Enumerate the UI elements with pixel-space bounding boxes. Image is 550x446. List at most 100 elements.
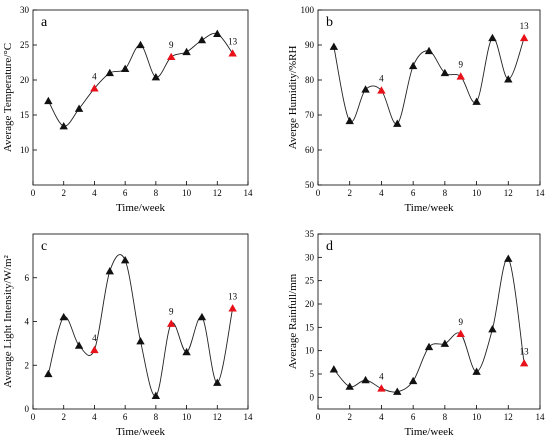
data-marker	[136, 40, 145, 49]
data-marker	[105, 266, 114, 275]
y-tick-label: 35	[305, 229, 315, 239]
x-axis-label: Time/week	[404, 202, 454, 214]
x-tick-label: 10	[472, 188, 482, 198]
data-marker	[136, 336, 145, 345]
point-annotation: 9	[458, 60, 463, 70]
y-tick-label: 50	[305, 180, 315, 190]
x-tick-label: 2	[347, 188, 352, 198]
y-tick-label: 10	[305, 346, 315, 356]
highlight-marker	[377, 86, 386, 94]
y-axis-label: Average Light Intensity/W/m²	[2, 254, 14, 387]
x-tick-label: 12	[213, 412, 222, 422]
x-tick-label: 12	[504, 188, 513, 198]
point-annotation: 4	[92, 71, 97, 81]
data-marker	[197, 35, 207, 44]
x-tick-label: 8	[443, 188, 448, 198]
panel-letter: a	[41, 15, 48, 30]
chart-panel-b: 0 2 4 6 8 10 12 14 50 60 70 80 90 100 Time/week Averge …	[287, 5, 545, 214]
highlight-marker	[90, 84, 99, 92]
y-tick-label: 0	[310, 392, 315, 402]
highlight-marker	[167, 319, 176, 327]
data-marker	[120, 256, 130, 264]
highlight-marker	[519, 33, 529, 42]
x-tick-label: 8	[154, 188, 159, 198]
y-tick-label: 4	[25, 317, 30, 327]
x-tick-label: 14	[244, 412, 254, 422]
point-annotation: 4	[92, 333, 97, 343]
data-marker	[151, 73, 161, 81]
x-tick-label: 2	[347, 412, 352, 422]
highlight-marker	[228, 304, 237, 312]
data-marker	[393, 387, 402, 395]
x-tick-label: 4	[379, 188, 384, 198]
data-marker	[440, 339, 450, 347]
data-marker	[504, 75, 513, 83]
data-marker	[361, 85, 370, 93]
y-axis-label: Average Temperature/°C	[2, 43, 14, 152]
data-marker	[424, 46, 434, 55]
point-annotation: 13	[520, 21, 530, 31]
y-tick-label: 20	[20, 75, 30, 85]
plot-frame	[32, 9, 249, 186]
point-annotation: 13	[228, 36, 238, 46]
data-marker	[472, 367, 481, 375]
y-tick-label: 70	[305, 110, 315, 120]
data-marker	[74, 341, 84, 349]
x-tick-label: 4	[379, 412, 384, 422]
y-tick-label: 100	[301, 5, 315, 15]
highlight-marker	[519, 359, 529, 367]
data-marker	[472, 97, 481, 105]
x-tick-label: 8	[443, 412, 448, 422]
data-marker	[213, 29, 222, 37]
data-marker	[393, 119, 402, 127]
data-marker	[213, 378, 222, 386]
point-annotation: 9	[458, 317, 463, 327]
data-marker	[182, 347, 191, 356]
data-marker	[488, 325, 497, 333]
y-tick-label: 0	[25, 404, 30, 414]
y-tick-label: 80	[305, 75, 315, 85]
data-marker	[120, 64, 130, 72]
point-annotation: 4	[379, 371, 384, 381]
data-marker	[105, 68, 114, 77]
highlight-marker	[377, 384, 386, 392]
point-annotation: 9	[169, 307, 174, 317]
point-annotation: 13	[228, 291, 238, 301]
data-marker	[504, 254, 513, 262]
chart-panel-a: 0 2 4 6 8 10 12 14 10 15 20 25 30 Time/week Average Te…	[2, 5, 253, 214]
x-tick-label: 6	[411, 412, 416, 422]
data-marker	[59, 122, 68, 130]
data-marker	[59, 312, 68, 321]
series-line	[47, 254, 234, 397]
chart-panel-c: 0 2 4 6 8 10 12 14 0 2 4 6 Time/week Average Light In…	[2, 233, 254, 438]
x-tick-label: 10	[182, 188, 192, 198]
data-marker	[329, 365, 339, 373]
data-marker	[182, 47, 191, 56]
data-marker	[408, 61, 418, 70]
data-marker	[44, 96, 53, 105]
x-tick-label: 8	[154, 412, 159, 422]
x-tick-label: 14	[536, 188, 546, 198]
panel-letter: b	[326, 15, 333, 30]
highlight-marker	[90, 345, 99, 354]
x-tick-label: 4	[92, 188, 97, 198]
x-tick-label: 14	[536, 412, 546, 422]
plot-frame	[317, 9, 541, 186]
y-tick-label: 5	[310, 369, 315, 379]
x-tick-label: 14	[244, 188, 254, 198]
y-tick-label: 60	[305, 145, 315, 155]
highlight-marker	[228, 49, 237, 57]
highlight-marker	[456, 329, 465, 338]
x-tick-label: 2	[61, 412, 66, 422]
highlight-marker	[456, 72, 465, 80]
x-tick-label: 4	[92, 412, 97, 422]
y-tick-label: 6	[25, 273, 30, 283]
data-marker	[44, 369, 53, 378]
highlight-marker	[167, 52, 176, 61]
point-annotation: 13	[520, 346, 530, 356]
data-marker	[345, 116, 354, 125]
data-marker	[329, 42, 339, 50]
data-marker	[151, 391, 161, 400]
y-tick-label: 90	[305, 40, 315, 50]
x-tick-label: 12	[213, 188, 222, 198]
